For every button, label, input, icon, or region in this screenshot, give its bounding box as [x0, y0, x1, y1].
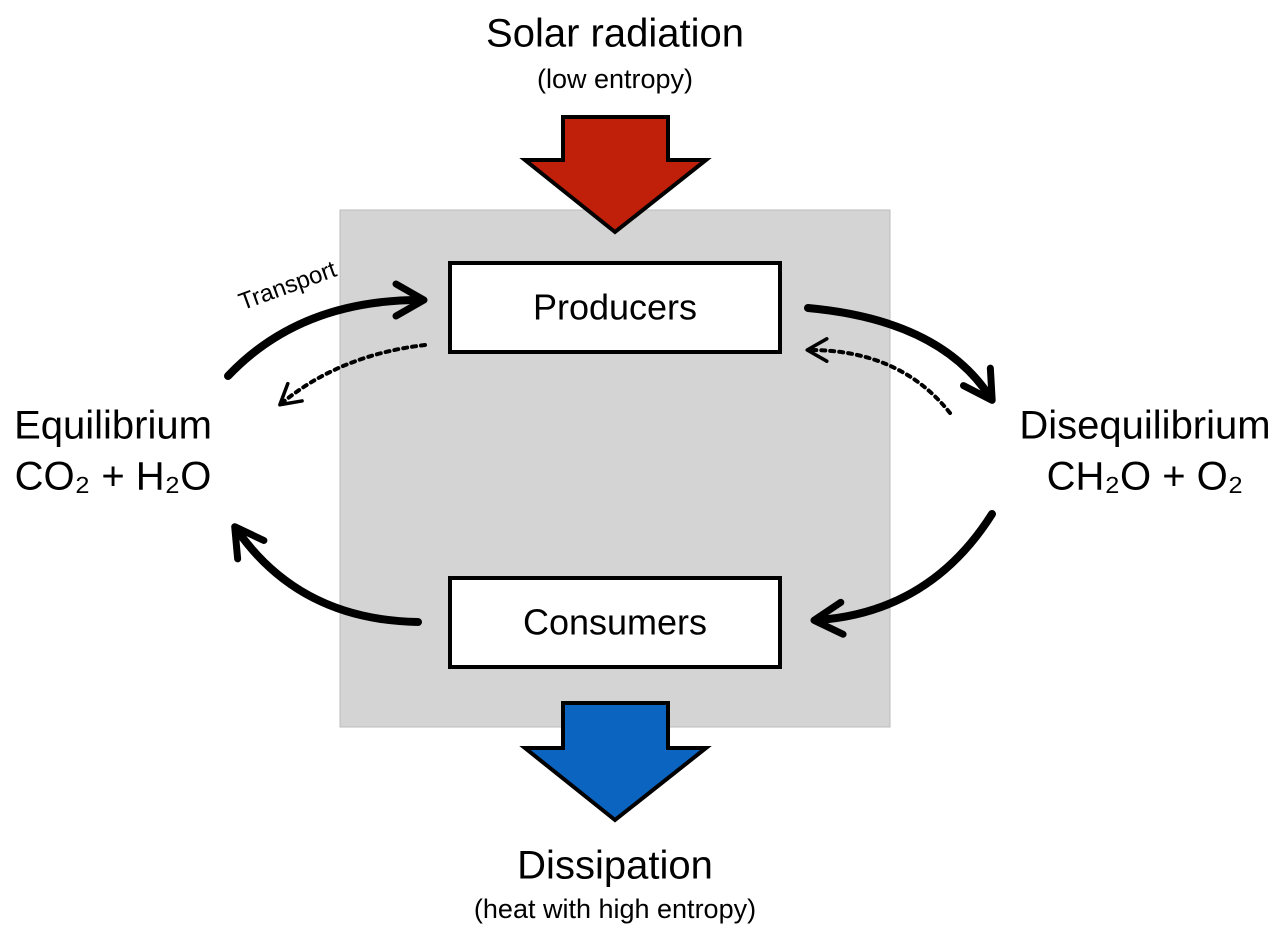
annotation: Transport — [235, 256, 340, 316]
dotted-arrow — [278, 343, 427, 407]
right-formula: CH₂O + O₂ — [1047, 455, 1244, 499]
producer-arrow — [804, 304, 996, 404]
left-title: Equilibrium — [14, 404, 212, 448]
producers-box — [448, 261, 782, 354]
consumers-box — [448, 576, 782, 669]
dotted-arrow — [805, 337, 952, 415]
bottom-title: Dissipation — [517, 844, 713, 888]
solar-arrow — [519, 115, 712, 235]
cycle-arrows — [224, 280, 996, 638]
node-label: Producers — [533, 287, 697, 328]
top-subtitle: (low entropy) — [537, 64, 693, 94]
return-arrow — [231, 523, 422, 626]
consumer-arrow — [810, 510, 996, 638]
top-title: Solar radiation — [486, 12, 744, 56]
bottom-subtitle: (heat with high entropy) — [474, 894, 756, 924]
node-label: Consumers — [523, 602, 707, 643]
left-formula: CO₂ + H₂O — [15, 455, 212, 499]
right-title: Disequilibrium — [1019, 404, 1270, 448]
transport-arrow — [224, 280, 428, 380]
dissipation-arrow — [519, 701, 712, 823]
